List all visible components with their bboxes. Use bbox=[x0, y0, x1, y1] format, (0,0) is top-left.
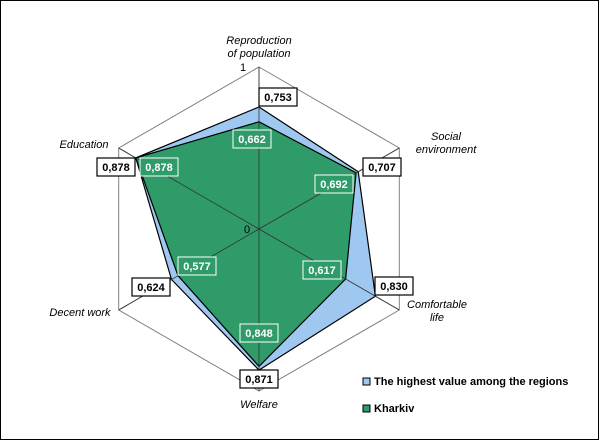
data-label-the-highest-value-among-the-regions-education-box bbox=[96, 157, 136, 177]
data-label-the-highest-value-among-the-regions-reproduction-of-population-text: 0,753 bbox=[264, 92, 292, 104]
axis-label-comfortable-life-line-2: life bbox=[430, 312, 444, 324]
legend: The highest value among the regions Khark… bbox=[362, 376, 568, 415]
data-label-the-highest-value-among-the-regions-decent-work-box bbox=[131, 277, 171, 297]
axis-label-welfare: Welfare bbox=[240, 399, 278, 411]
data-label-the-highest-value-among-the-regions-education-text: 0,878 bbox=[102, 162, 130, 174]
data-label-the-highest-value-among-the-regions-comfortable-life: 0,830 bbox=[374, 276, 414, 296]
data-label-kharkiv-welfare-text: 0,848 bbox=[245, 328, 273, 340]
data-label-the-highest-value-among-the-regions-reproduction-of-population: 0,753 bbox=[258, 87, 298, 107]
data-label-the-highest-value-among-the-regions-welfare-text: 0,871 bbox=[245, 374, 273, 386]
data-label-the-highest-value-among-the-regions-welfare-box bbox=[239, 369, 279, 389]
legend-item-kharkiv: Kharkiv bbox=[362, 403, 415, 415]
legend-label-the-highest-value-among-the-regions: The highest value among the regions bbox=[374, 376, 568, 388]
axis-label-reproduction-of-population-line-2: of population bbox=[228, 48, 291, 60]
legend-swatch-the-highest-value-among-the-regions bbox=[362, 377, 371, 386]
data-label-the-highest-value-among-the-regions-comfortable-life-box bbox=[374, 276, 414, 296]
axis-label-social-environment-line-2: environment bbox=[416, 144, 477, 156]
data-label-the-highest-value-among-the-regions-decent-work-text: 0,624 bbox=[137, 282, 165, 294]
data-label-kharkiv-reproduction-of-population-box bbox=[232, 129, 272, 149]
radar-ticks: 01 bbox=[240, 62, 250, 236]
data-label-kharkiv-decent-work-box bbox=[177, 256, 217, 276]
radar-data-labels: 0,753 0,707 0,830 0,871 0,624 0,878 0,662 0,692… bbox=[96, 87, 414, 389]
data-label-the-highest-value-among-the-regions-comfortable-life-text: 0,830 bbox=[380, 281, 408, 293]
data-label-the-highest-value-among-the-regions-social-environment: 0,707 bbox=[362, 157, 402, 177]
axis-label-education: Education bbox=[60, 139, 109, 151]
data-label-kharkiv-decent-work: 0,577 bbox=[177, 256, 217, 276]
axis-label-social-environment-line-1: Social bbox=[431, 131, 462, 143]
data-label-kharkiv-education-box bbox=[139, 157, 179, 177]
data-label-the-highest-value-among-the-regions-welfare: 0,871 bbox=[239, 369, 279, 389]
legend-label-kharkiv: Kharkiv bbox=[374, 403, 415, 415]
data-label-kharkiv-welfare: 0,848 bbox=[239, 323, 279, 343]
data-label-kharkiv-welfare-box bbox=[239, 323, 279, 343]
data-label-the-highest-value-among-the-regions-education: 0,878 bbox=[96, 157, 136, 177]
legend-item-the-highest-value-among-the-regions: The highest value among the regions bbox=[362, 376, 568, 388]
data-label-kharkiv-comfortable-life: 0,617 bbox=[302, 260, 342, 280]
data-label-the-highest-value-among-the-regions-decent-work: 0,624 bbox=[131, 277, 171, 297]
axis-label-reproduction-of-population-line-1: Reproduction bbox=[226, 35, 291, 47]
data-label-kharkiv-comfortable-life-text: 0,617 bbox=[308, 265, 336, 277]
data-label-kharkiv-social-environment-text: 0,692 bbox=[320, 179, 348, 191]
data-label-kharkiv-comfortable-life-box bbox=[302, 260, 342, 280]
legend-swatch-kharkiv bbox=[362, 404, 371, 413]
data-label-the-highest-value-among-the-regions-reproduction-of-population-box bbox=[258, 87, 298, 107]
data-label-kharkiv-education: 0,878 bbox=[139, 157, 179, 177]
data-label-kharkiv-decent-work-text: 0,577 bbox=[183, 261, 211, 273]
data-label-the-highest-value-among-the-regions-social-environment-box bbox=[362, 157, 402, 177]
data-label-kharkiv-reproduction-of-population-text: 0,662 bbox=[238, 134, 266, 146]
tick-label-0: 0 bbox=[244, 224, 250, 236]
data-label-kharkiv-social-environment: 0,692 bbox=[314, 174, 354, 194]
data-label-kharkiv-social-environment-box bbox=[314, 174, 354, 194]
axis-label-decent-work: Decent work bbox=[49, 307, 111, 319]
tick-label-1: 1 bbox=[240, 62, 246, 74]
data-label-kharkiv-education-text: 0,878 bbox=[145, 162, 173, 174]
data-label-the-highest-value-among-the-regions-social-environment-text: 0,707 bbox=[368, 162, 396, 174]
axis-label-comfortable-life-line-1: Comfortable bbox=[407, 299, 467, 311]
data-label-kharkiv-reproduction-of-population: 0,662 bbox=[232, 129, 272, 149]
radar-series bbox=[118, 67, 400, 391]
